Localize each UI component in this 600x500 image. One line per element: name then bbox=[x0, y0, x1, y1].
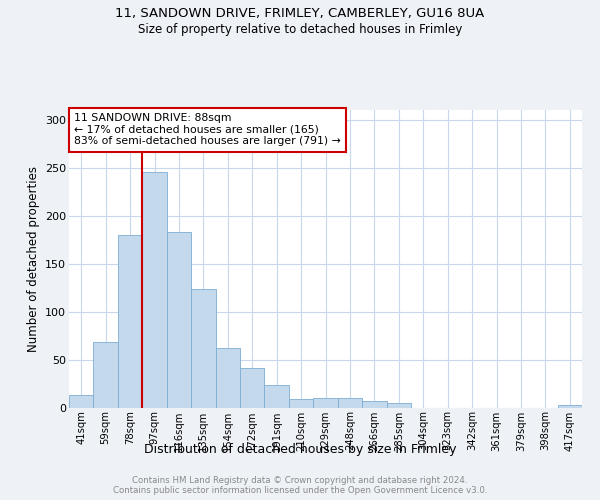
Bar bbox=[265, 386, 289, 407]
Y-axis label: Number of detached properties: Number of detached properties bbox=[26, 166, 40, 352]
Bar bbox=[289, 399, 313, 407]
Bar bbox=[191, 290, 215, 408]
Bar bbox=[386, 402, 411, 407]
Bar bbox=[94, 342, 118, 407]
Bar bbox=[167, 232, 191, 408]
Text: Size of property relative to detached houses in Frimley: Size of property relative to detached ho… bbox=[138, 22, 462, 36]
Bar bbox=[338, 398, 362, 407]
Text: Distribution of detached houses by size in Frimley: Distribution of detached houses by size … bbox=[144, 442, 456, 456]
Bar bbox=[240, 368, 265, 408]
Text: Contains HM Land Registry data © Crown copyright and database right 2024.
Contai: Contains HM Land Registry data © Crown c… bbox=[113, 476, 487, 495]
Bar bbox=[118, 235, 142, 408]
Bar bbox=[215, 348, 240, 408]
Bar bbox=[142, 172, 167, 408]
Bar bbox=[69, 395, 94, 407]
Bar bbox=[313, 398, 338, 407]
Text: 11, SANDOWN DRIVE, FRIMLEY, CAMBERLEY, GU16 8UA: 11, SANDOWN DRIVE, FRIMLEY, CAMBERLEY, G… bbox=[115, 8, 485, 20]
Bar bbox=[557, 404, 582, 407]
Bar bbox=[362, 401, 386, 407]
Text: 11 SANDOWN DRIVE: 88sqm
← 17% of detached houses are smaller (165)
83% of semi-d: 11 SANDOWN DRIVE: 88sqm ← 17% of detache… bbox=[74, 113, 341, 146]
